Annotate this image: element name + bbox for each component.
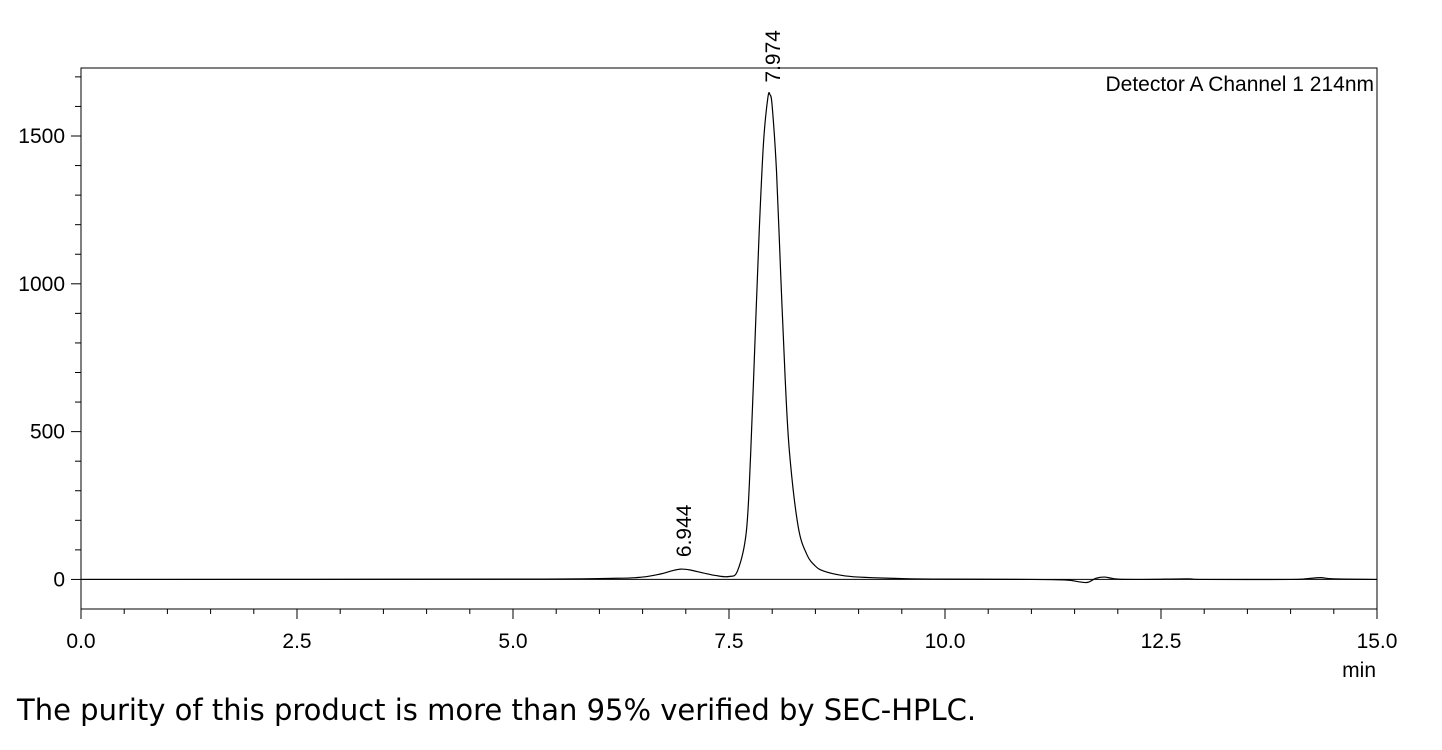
x-axis-label: min <box>1342 659 1376 682</box>
y-tick-label: 1500 <box>18 125 65 148</box>
x-tick-label: 2.5 <box>282 630 311 653</box>
plot-frame <box>80 67 1378 610</box>
chromatogram-chart: 0 500 1000 1500 0.0 2.5 5.0 7.5 10.0 12.5 15.0 6.… <box>18 30 1397 682</box>
y-tick-label: 1000 <box>18 273 65 296</box>
peak-label: 6.944 <box>673 504 696 557</box>
x-tick-label: 5.0 <box>498 630 527 653</box>
y-tick-label: 500 <box>30 421 65 444</box>
y-tick-label: 0 <box>53 568 65 591</box>
x-tick-label: 15.0 <box>1357 630 1398 653</box>
peak-labels: 6.944 7.974 <box>673 30 785 557</box>
x-tick-label: 7.5 <box>714 630 743 653</box>
chromatogram-trace <box>80 91 1378 584</box>
x-tick-label: 0.0 <box>66 630 95 653</box>
purity-caption: The purity of this product is more than … <box>17 693 977 727</box>
x-tick-label: 12.5 <box>1141 630 1182 653</box>
x-axis-ticks: 0.0 2.5 5.0 7.5 10.0 12.5 15.0 <box>66 609 1397 653</box>
peak-label: 7.974 <box>762 30 785 83</box>
x-tick-label: 10.0 <box>925 630 966 653</box>
y-axis-ticks: 0 500 1000 1500 <box>18 76 81 591</box>
legend-text: Detector A Channel 1 214nm <box>1105 73 1374 96</box>
